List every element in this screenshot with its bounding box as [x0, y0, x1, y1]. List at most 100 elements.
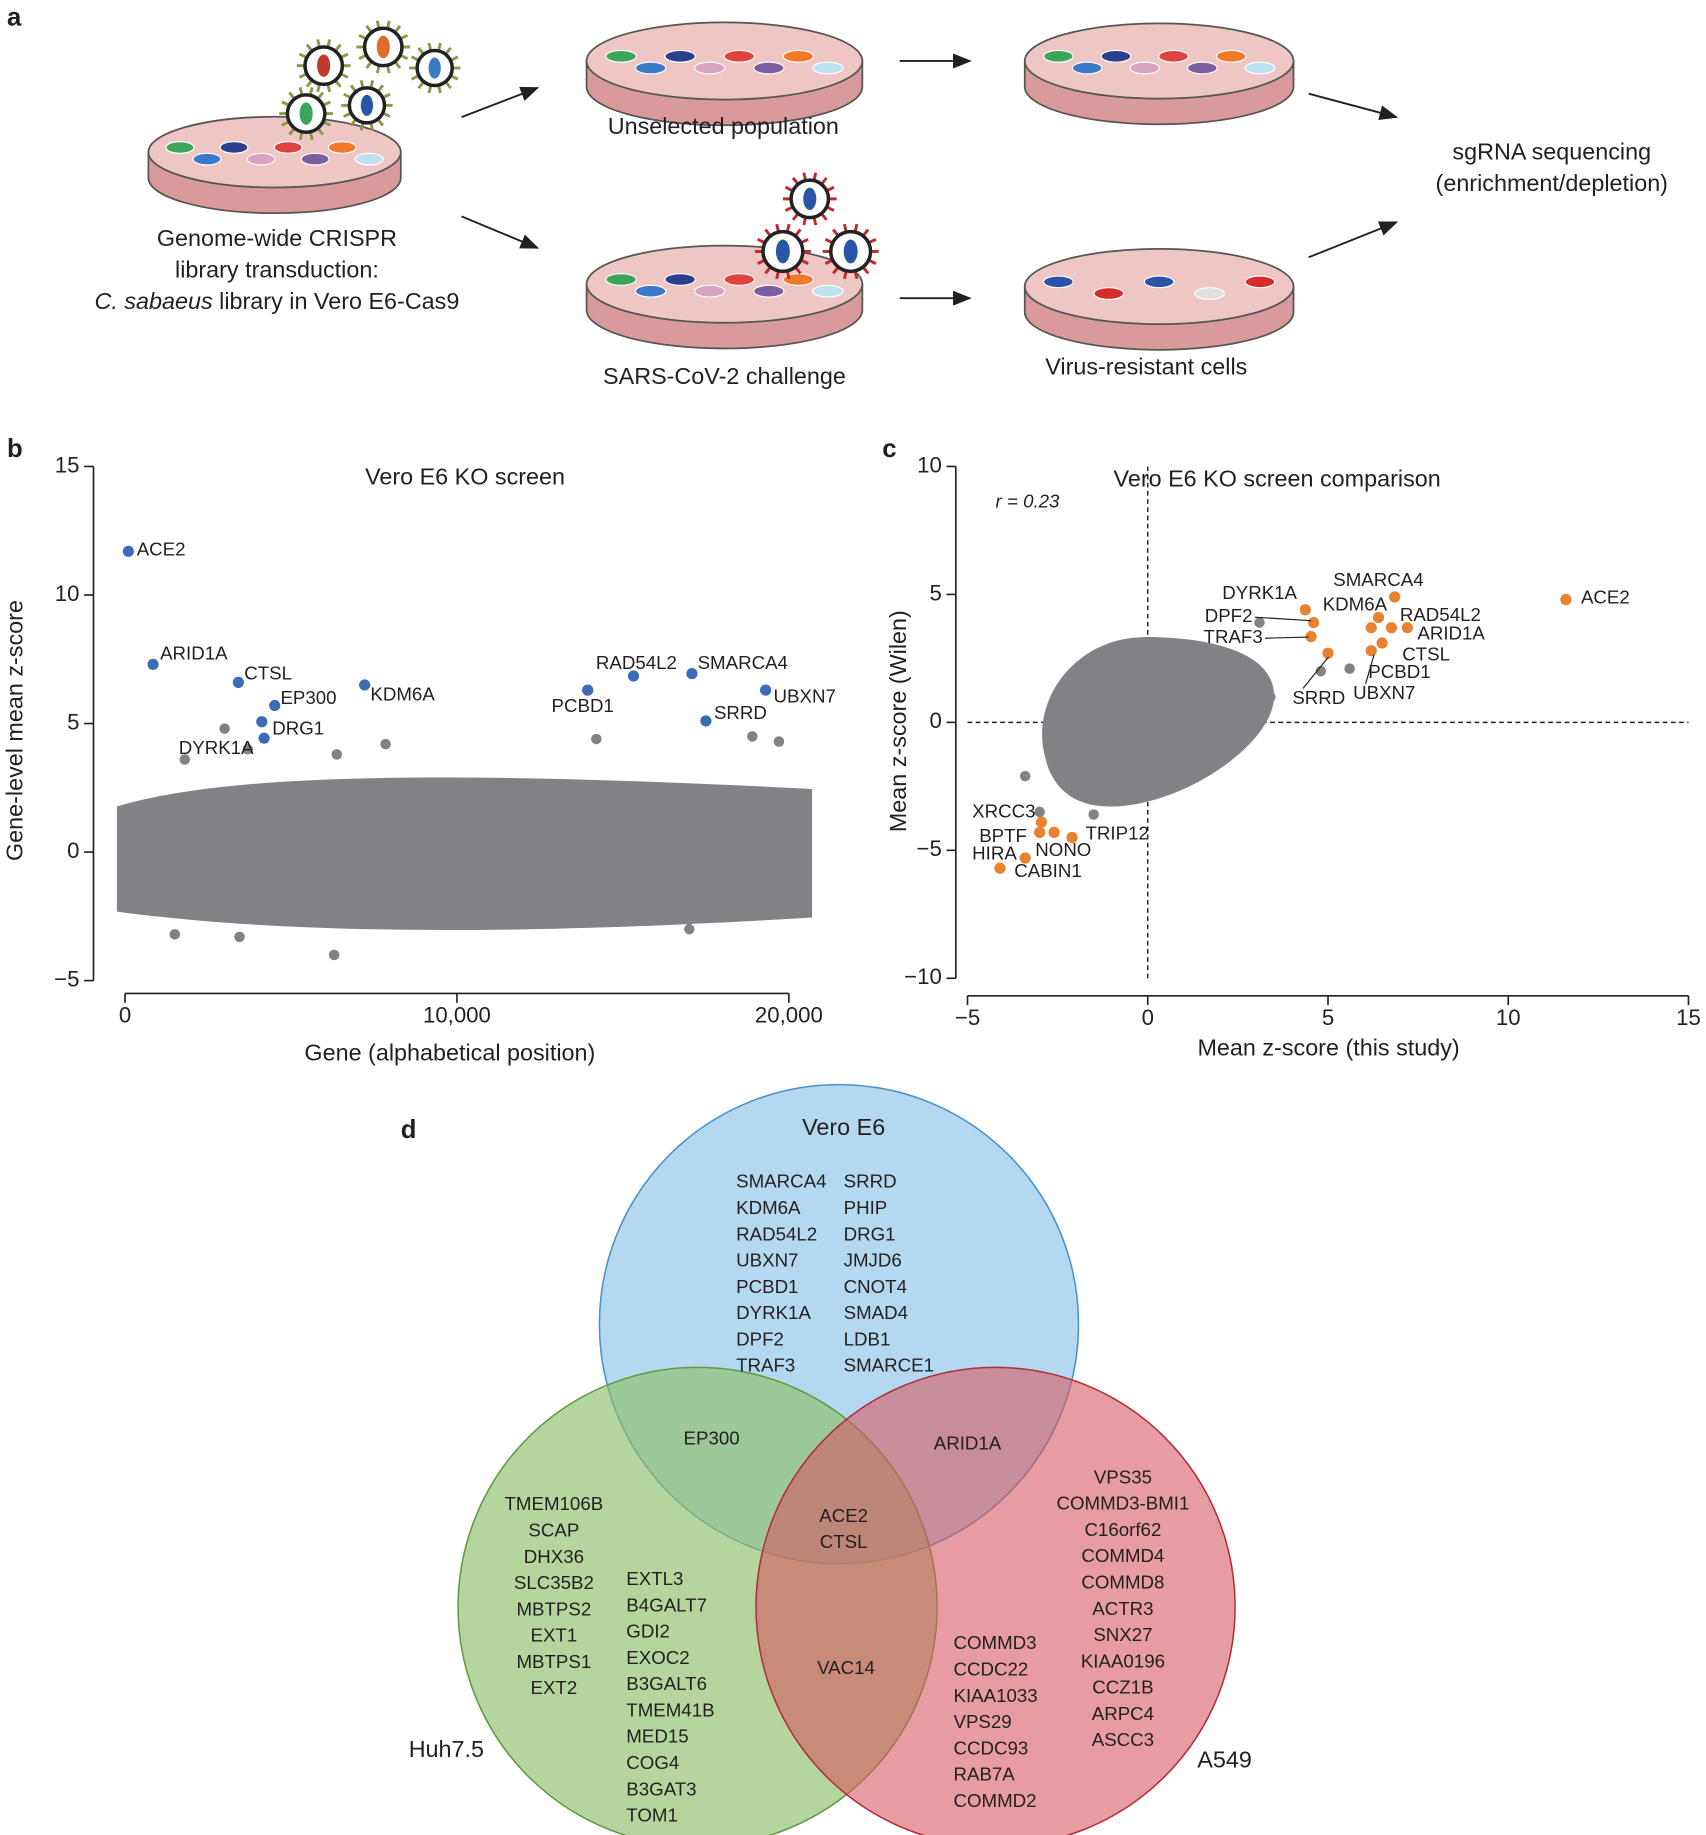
- chart-title: Vero E6 KO screen: [365, 463, 565, 489]
- virus: [408, 42, 461, 94]
- x-axis-label: Mean z-score (this study): [1197, 1035, 1459, 1061]
- x-tick-label: −5: [955, 1005, 980, 1030]
- genome: [428, 57, 441, 79]
- y-tick-label: 10: [55, 581, 80, 606]
- virus: [782, 172, 837, 226]
- cell: [812, 284, 844, 298]
- gene-name: ARPC4: [1092, 1703, 1154, 1724]
- y-tick-label: −5: [917, 836, 942, 861]
- highlight-point: [1305, 631, 1317, 643]
- gene-name: UBXN7: [736, 1250, 798, 1271]
- cell: [664, 49, 696, 63]
- x-tick-label: 20,000: [755, 1003, 823, 1028]
- panel-letter: b: [7, 435, 23, 463]
- gene-name: TMEM106B: [505, 1493, 604, 1514]
- highlight-point: [1019, 852, 1031, 864]
- highlight-point: [1322, 647, 1334, 659]
- point-label: UBXN7: [774, 686, 836, 707]
- highlight-point: [582, 684, 594, 696]
- y-axis-label: Mean z-score (Wilen): [885, 610, 911, 832]
- gene-name: DYRK1A: [736, 1302, 811, 1323]
- virus: [341, 80, 393, 131]
- background-point: [773, 736, 785, 747]
- point-label: CTSL: [1402, 644, 1450, 665]
- label: Virus-resistant cells: [1045, 353, 1247, 379]
- cell: [1129, 61, 1161, 75]
- y-tick-label: 0: [929, 708, 941, 733]
- cell: [605, 273, 637, 286]
- y-tick-label: 10: [917, 452, 942, 477]
- background-point: [684, 923, 695, 935]
- gene-name: EXT1: [530, 1625, 577, 1646]
- panel-letter: d: [401, 1116, 417, 1144]
- gene-name: EXOC2: [626, 1647, 689, 1668]
- gene-name: ACTR3: [1092, 1598, 1153, 1619]
- gene-name: ARID1A: [934, 1432, 1002, 1453]
- dish-top: [1023, 22, 1295, 100]
- point-label: NONO: [1035, 839, 1091, 860]
- gene-name: C16orf62: [1084, 1519, 1161, 1540]
- gene-name: COMMD3: [953, 1632, 1036, 1653]
- point-label: ACE2: [1581, 586, 1630, 607]
- gene-name: COMMD8: [1081, 1571, 1164, 1592]
- point-label: BPTF: [979, 825, 1027, 846]
- x-tick-label: 15: [1676, 1005, 1701, 1030]
- background-point: [179, 754, 191, 765]
- leader-line: [1265, 636, 1309, 639]
- cell: [693, 284, 726, 298]
- cell: [753, 61, 785, 75]
- point-label: EP300: [280, 687, 336, 708]
- petri-dish: [585, 21, 864, 127]
- highlight-point: [122, 545, 134, 557]
- gene-name: SNX27: [1093, 1624, 1152, 1645]
- genome: [843, 239, 858, 264]
- point-label: DYRK1A: [1222, 582, 1297, 603]
- background-point: [747, 731, 758, 742]
- gene-name: SMARCA4: [736, 1171, 826, 1192]
- y-tick-label: −10: [904, 964, 942, 989]
- background-point: [1344, 663, 1355, 674]
- highlight-point: [1299, 604, 1311, 616]
- set-label: A549: [1197, 1746, 1252, 1772]
- background-point: [1019, 770, 1031, 782]
- cell: [1042, 275, 1074, 289]
- y-tick-label: 5: [929, 580, 941, 605]
- cell: [1042, 49, 1074, 63]
- highlight-point: [1307, 616, 1320, 629]
- petri-dish: [147, 115, 402, 215]
- gene-name: RAB7A: [953, 1764, 1015, 1785]
- cell: [1093, 287, 1125, 300]
- highlight-point: [700, 715, 712, 727]
- background-point: [380, 738, 391, 750]
- gene-name: ASCC3: [1092, 1729, 1154, 1750]
- cell: [273, 141, 303, 154]
- gene-name: VPS29: [953, 1711, 1011, 1732]
- cell: [1071, 61, 1103, 75]
- gene-name: CCZ1B: [1092, 1677, 1153, 1698]
- gene-name: KDM6A: [736, 1197, 801, 1218]
- venn-circles: [457, 1083, 1236, 1835]
- gene-name: SLC35B2: [514, 1572, 594, 1593]
- set-label: Huh7.5: [409, 1736, 484, 1762]
- label: Genome-wide CRISPR: [157, 225, 397, 251]
- gene-name: SRRD: [844, 1171, 897, 1192]
- gene-name: LDB1: [844, 1328, 891, 1349]
- gene-name: B3GAT3: [626, 1778, 696, 1799]
- point-label: CTSL: [244, 662, 292, 683]
- gene-name: DRG1: [844, 1223, 896, 1244]
- gene-name: KIAA1033: [953, 1685, 1037, 1706]
- cell: [1244, 61, 1276, 75]
- italic-part: C. sabaeus: [95, 288, 213, 314]
- gene-name: VAC14: [817, 1657, 875, 1678]
- cell: [634, 284, 667, 298]
- background-point: [1265, 691, 1276, 703]
- point-label: DYRK1A: [179, 737, 254, 758]
- background-point: [219, 723, 230, 734]
- point-label: PCBD1: [552, 695, 614, 716]
- point-label: HIRA: [972, 842, 1017, 863]
- dish-top: [147, 115, 402, 189]
- genome: [299, 102, 313, 125]
- cell: [1194, 287, 1225, 300]
- point-label: SRRD: [714, 702, 767, 723]
- background-point: [242, 743, 254, 755]
